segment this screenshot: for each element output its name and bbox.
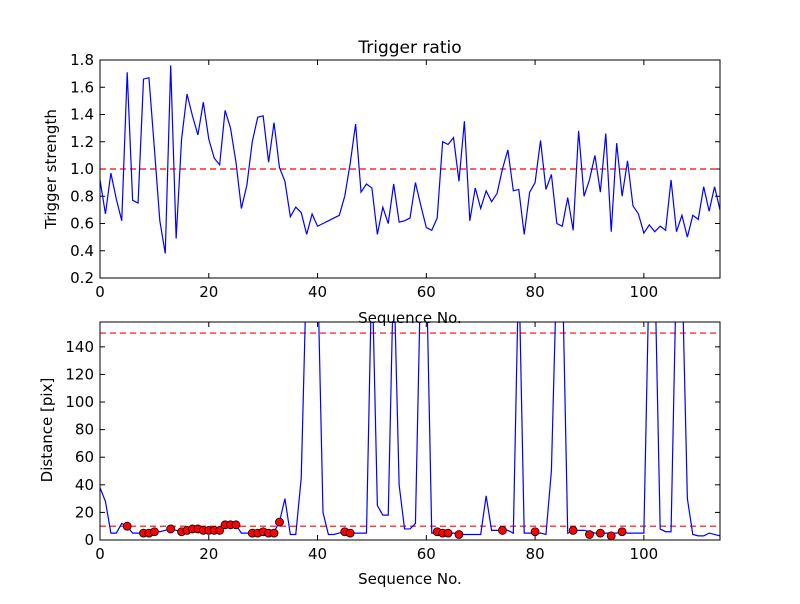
x-tick-label: 0	[95, 283, 105, 301]
x-axis-label: Sequence No.	[358, 570, 462, 588]
data-point-marker	[149, 527, 159, 537]
y-tick-label: 0.8	[70, 187, 94, 205]
y-tick-label: 0.6	[70, 215, 94, 233]
x-tick-label: 100	[630, 545, 659, 563]
plot-area	[100, 65, 720, 254]
y-tick-label: 80	[75, 421, 94, 439]
y-axis-label: Distance [pix]	[38, 378, 56, 483]
y-tick-label: 1.6	[70, 78, 94, 96]
chart-title: Trigger ratio	[357, 38, 461, 58]
data-point-marker	[275, 517, 284, 527]
y-tick-label: 1.0	[70, 160, 94, 178]
data-point-marker	[530, 527, 540, 537]
data-point-marker	[269, 528, 279, 538]
y-tick-label: 100	[65, 393, 94, 411]
distance-chart: Distance [pix] Sequence No. 0 20 40 60 80 100…	[38, 321, 721, 588]
x-tick-label: 20	[199, 283, 218, 301]
data-point-marker	[166, 524, 176, 534]
data-point-marker	[231, 520, 241, 530]
y-tick-label: 40	[75, 476, 94, 494]
y-axis-label: Trigger strength	[42, 109, 60, 230]
data-point-marker	[498, 525, 507, 535]
data-point-marker	[617, 527, 627, 537]
data-point-marker	[568, 525, 578, 535]
data-point-marker	[215, 525, 225, 535]
y-tick-label: 20	[75, 503, 94, 521]
y-tick-label: 0.2	[70, 269, 94, 287]
y-tick-label: 1.8	[70, 51, 94, 69]
y-tick-label: 120	[65, 365, 94, 383]
x-tick-label: 60	[417, 283, 436, 301]
x-tick-label: 60	[417, 545, 436, 563]
x-tick-label: 40	[308, 283, 327, 301]
data-point-marker	[606, 531, 616, 541]
y-tick-label: 1.2	[70, 133, 94, 151]
series-line	[100, 65, 720, 254]
data-point-marker	[122, 521, 132, 531]
data-point-marker	[595, 528, 605, 538]
x-tick-label: 40	[308, 545, 327, 563]
plot-frame	[99, 321, 721, 541]
x-tick-label: 80	[526, 283, 545, 301]
data-point-marker	[345, 528, 355, 538]
y-tick-label: 0	[84, 531, 94, 549]
plot-area	[100, 322, 720, 541]
y-tick-label: 60	[75, 448, 94, 466]
x-tick-label: 0	[95, 545, 105, 563]
plot-frame	[99, 59, 721, 279]
data-point-marker	[443, 528, 453, 538]
tick-group: 0 20 40 60 80 100 0.2 0.4 0.6 0.8 1.0 1.2 1.4 1.6 1.8	[70, 51, 720, 301]
x-tick-label: 80	[526, 545, 545, 563]
data-point-marker	[585, 530, 594, 539]
tick-group: 0 20 40 60 80 100 0 20 40 60 80 100 120 140	[65, 322, 720, 563]
y-tick-label: 1.4	[70, 106, 94, 124]
data-point-marker	[454, 530, 464, 539]
x-tick-label: 20	[199, 545, 218, 563]
x-tick-label: 100	[630, 283, 659, 301]
y-tick-label: 0.4	[70, 242, 94, 260]
y-tick-label: 140	[65, 338, 94, 356]
